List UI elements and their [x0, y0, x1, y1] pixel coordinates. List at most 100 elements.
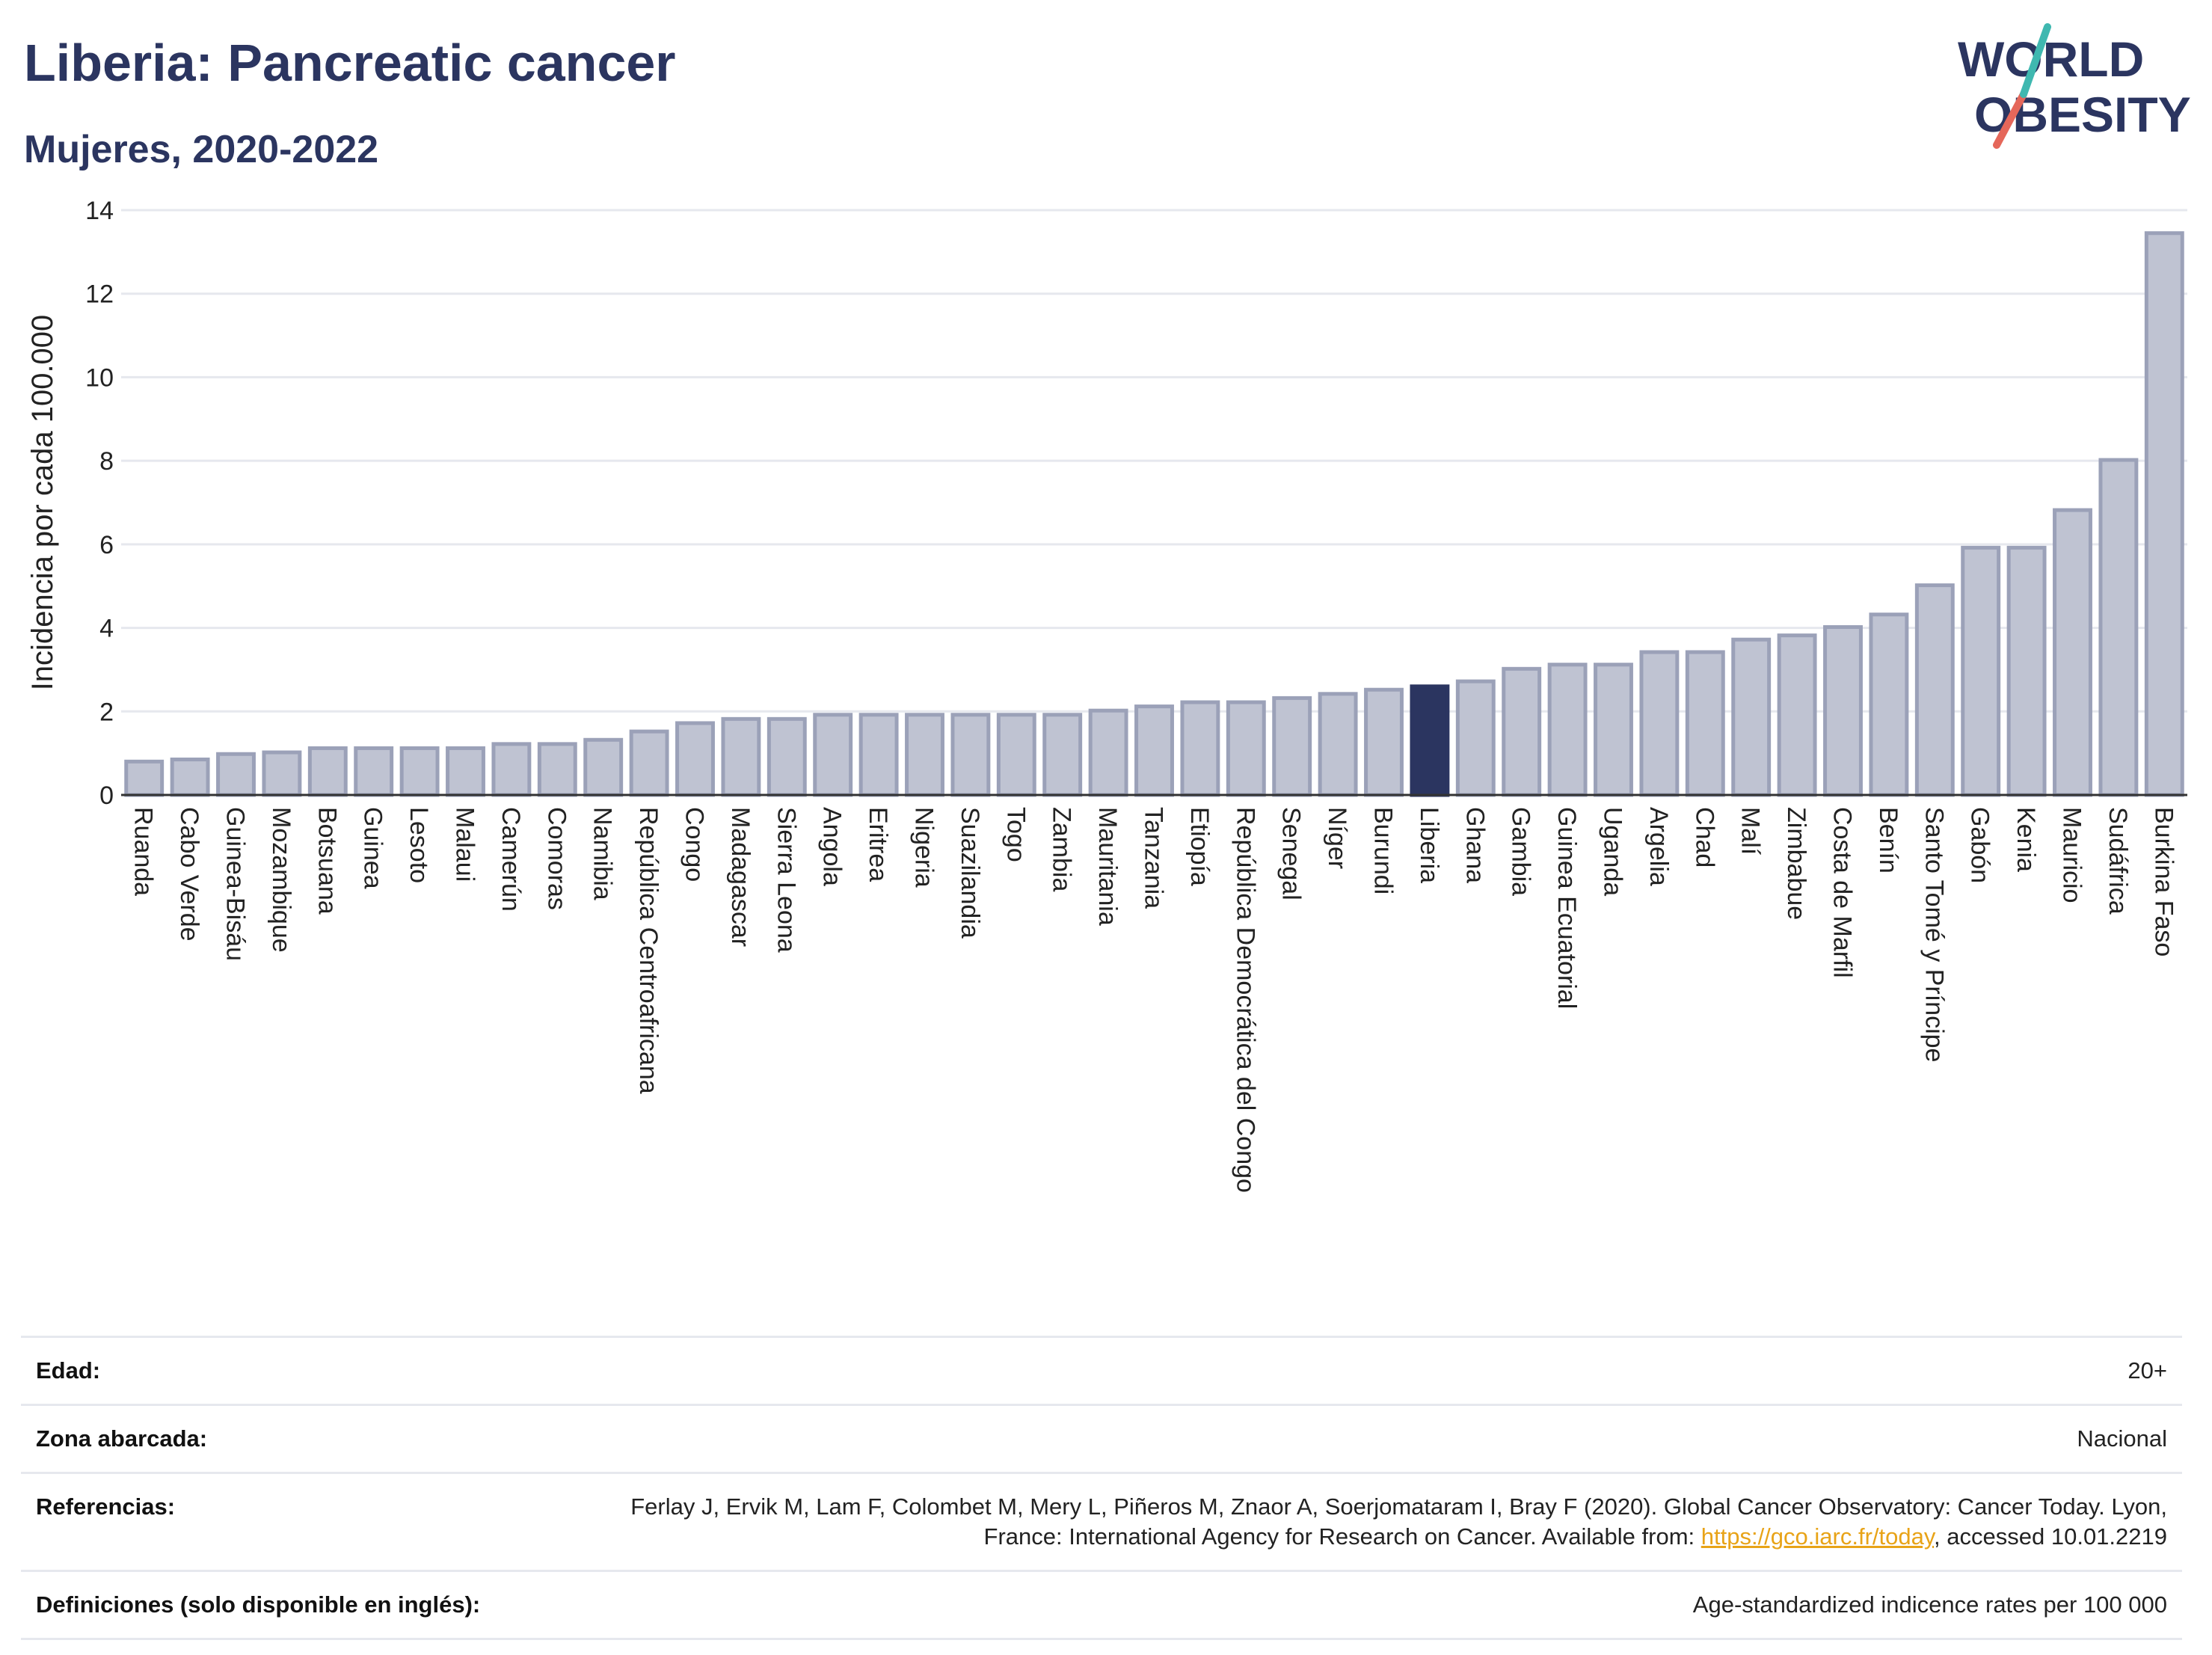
- logo-line1: WORLD: [1958, 31, 2144, 87]
- bar-madagascar[interactable]: [721, 716, 761, 797]
- meta-label: Zona abarcada:: [36, 1425, 208, 1452]
- bar-gabón[interactable]: [1961, 545, 2001, 797]
- bar-liberia[interactable]: [1410, 684, 1450, 797]
- x-tick-label: Burkina Faso: [2149, 807, 2178, 957]
- bar-angola[interactable]: [813, 713, 853, 797]
- x-tick-label: Argelia: [1644, 807, 1673, 886]
- x-tick-label: Níger: [1323, 807, 1351, 869]
- x-tick-label: Santo Tomé y Príncipe: [1920, 807, 1948, 1062]
- y-axis-label: Incidencia por cada 100.000: [26, 315, 59, 691]
- bar-tanzania[interactable]: [1134, 704, 1174, 797]
- bar-comoras[interactable]: [537, 742, 577, 797]
- bars: [124, 231, 2184, 797]
- x-tick-label: Chad: [1690, 807, 1718, 868]
- x-tick-label: Mauritania: [1093, 807, 1122, 926]
- bar-eritrea[interactable]: [858, 713, 899, 797]
- meta-row-area: Zona abarcada: Nacional: [21, 1404, 2182, 1472]
- x-tick-label: Kenia: [2012, 807, 2040, 872]
- x-tick-label: Guinea Ecuatorial: [1552, 807, 1581, 1009]
- x-tick-label: Madagascar: [726, 807, 755, 947]
- bar-uganda[interactable]: [1594, 663, 1633, 797]
- x-tick-label: Nigeria: [910, 807, 938, 888]
- x-tick-label: Malí: [1736, 807, 1765, 856]
- x-tick-label: Guinea-Bisáu: [221, 807, 250, 961]
- x-tick-label: Ghana: [1460, 807, 1489, 883]
- bar-congo[interactable]: [675, 721, 715, 797]
- bar-kenia[interactable]: [2006, 545, 2047, 797]
- x-tick-label: Congo: [681, 807, 709, 882]
- bar-argelia[interactable]: [1639, 650, 1680, 797]
- bar-mauritania[interactable]: [1088, 708, 1128, 797]
- x-tick-label: Senegal: [1277, 807, 1306, 900]
- x-tick-label: Botsuana: [313, 807, 341, 915]
- bar-zambia[interactable]: [1042, 713, 1083, 797]
- x-tick-label: Gambia: [1507, 807, 1535, 896]
- x-tick-label: Zambia: [1048, 807, 1076, 891]
- meta-label: Edad:: [36, 1357, 101, 1384]
- bar-chart: 0 2 4 6 8 10 12 14 Ruanda Cabo Verde Guinea-Bisáu…: [26, 197, 2187, 1193]
- bar-sudáfrica[interactable]: [2098, 458, 2139, 797]
- bar-república-centroafricana[interactable]: [629, 729, 669, 797]
- bar-costa-de-marfil[interactable]: [1823, 624, 1863, 797]
- meta-value: 20+: [2127, 1357, 2167, 1384]
- y-tick-label: 4: [99, 615, 114, 643]
- x-tick-label: Gabón: [1966, 807, 1994, 883]
- bar-burundi[interactable]: [1364, 687, 1404, 797]
- bar-mauricio[interactable]: [2053, 508, 2092, 797]
- bar-etiopía[interactable]: [1180, 700, 1220, 797]
- bar-guinea-bisáu[interactable]: [216, 752, 256, 797]
- x-tick-label: Tanzania: [1140, 807, 1168, 909]
- bar-nigeria[interactable]: [905, 713, 944, 797]
- x-tick-label: Comoras: [542, 807, 571, 910]
- reference-link[interactable]: https://gco.iarc.fr/today: [1701, 1523, 1935, 1550]
- x-tick-label: Eritrea: [864, 807, 892, 882]
- bar-zimbabue[interactable]: [1777, 633, 1817, 797]
- y-tick-label: 8: [99, 447, 114, 476]
- bar-malí[interactable]: [1731, 637, 1772, 797]
- bar-santo-tomé-y-príncipe[interactable]: [1914, 583, 1955, 797]
- y-tick-label: 14: [85, 197, 114, 225]
- x-tick-label: Namibia: [589, 807, 617, 900]
- bar-lesoto[interactable]: [399, 746, 440, 797]
- bar-benín[interactable]: [1869, 612, 1909, 797]
- bar-ruanda[interactable]: [124, 759, 165, 797]
- bar-namibia[interactable]: [583, 737, 624, 797]
- bar-camerún[interactable]: [491, 742, 532, 797]
- world-obesity-logo: WORLD OBESITY: [1958, 23, 2191, 149]
- x-tick-label: Lesoto: [405, 807, 433, 883]
- x-tick-label: Cabo Verde: [175, 807, 203, 942]
- meta-label: Referencias:: [36, 1493, 176, 1520]
- bar-níger[interactable]: [1318, 692, 1358, 797]
- bar-república-democrática-del-congo[interactable]: [1226, 700, 1266, 797]
- bar-burkina-faso[interactable]: [2144, 231, 2184, 797]
- bar-malaui[interactable]: [446, 746, 485, 797]
- meta-row-definitions: Definiciones (solo disponible en inglés)…: [21, 1570, 2182, 1640]
- bar-sierra-leona[interactable]: [766, 716, 807, 797]
- x-tick-label: República Centroafricana: [634, 807, 663, 1094]
- bar-guinea-ecuatorial[interactable]: [1547, 663, 1588, 797]
- x-tick-label: Suazilandia: [956, 807, 984, 939]
- bar-senegal[interactable]: [1272, 696, 1312, 797]
- x-tick-label: Mauricio: [2058, 807, 2086, 903]
- bar-botsuana[interactable]: [307, 746, 348, 797]
- bar-guinea[interactable]: [354, 746, 394, 797]
- bar-cabo-verde[interactable]: [170, 758, 210, 797]
- meta-label: Definiciones (solo disponible en inglés)…: [36, 1591, 481, 1618]
- bar-chad[interactable]: [1685, 650, 1725, 797]
- logo-slash-teal: [2020, 23, 2051, 98]
- bar-mozambique[interactable]: [262, 750, 302, 797]
- x-tick-label: Costa de Marfil: [1828, 807, 1857, 978]
- x-tick-label: Sierra Leona: [772, 807, 800, 953]
- meta-row-references: Referencias: Ferlay J, Ervik M, Lam F, C…: [21, 1472, 2182, 1570]
- x-axis-labels: Ruanda Cabo Verde Guinea-Bisáu Mozambique Bo…: [129, 807, 2178, 1193]
- x-tick-label: Benín: [1874, 807, 1902, 873]
- bar-gambia[interactable]: [1502, 666, 1542, 797]
- x-tick-label: Etiopía: [1185, 807, 1214, 886]
- reference-text: Ferlay J, Ervik M, Lam F, Colombet M, Me…: [630, 1493, 2167, 1550]
- x-tick-label: Togo: [1001, 807, 1030, 862]
- bar-togo[interactable]: [996, 713, 1036, 797]
- page-subtitle: Mujeres, 2020-2022: [24, 128, 379, 171]
- bar-ghana[interactable]: [1455, 679, 1496, 797]
- bar-suazilandia[interactable]: [950, 713, 991, 797]
- metadata-table: Edad: 20+ Zona abarcada: Nacional Refere…: [21, 1336, 2182, 1640]
